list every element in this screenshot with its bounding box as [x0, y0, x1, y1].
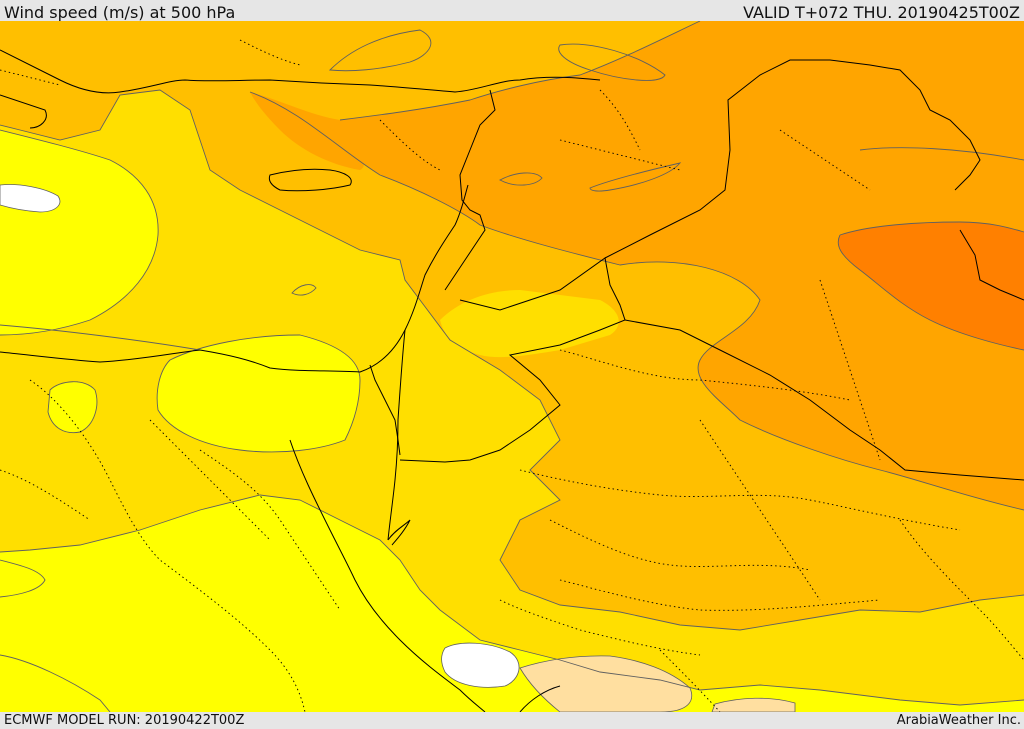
band-fill-4-cyprus [250, 92, 364, 170]
band-fill-1-west [0, 130, 159, 335]
header-bar: Wind speed (m/s) at 500 hPa VALID T+072 … [0, 0, 1024, 22]
national-borders [369, 59, 1024, 481]
footer-bar: ECMWF MODEL RUN: 20190422T00Z ArabiaWeat… [0, 712, 1024, 729]
band-fill-1-egypt [157, 335, 360, 452]
band-fill-peach-1 [519, 655, 693, 712]
coastlines [0, 49, 601, 712]
model-run: ECMWF MODEL RUN: 20190422T00Z [4, 713, 245, 728]
credit-text: ArabiaWeather Inc. [896, 713, 1021, 728]
band-fill-1-lebanon [440, 290, 619, 358]
band-fill-lowest-2 [441, 642, 520, 688]
wind-speed-contours [0, 21, 1024, 712]
band-fill-4 [250, 21, 1024, 510]
map-title: Wind speed (m/s) at 500 hPa [4, 3, 236, 22]
band-fill-5 [838, 222, 1024, 350]
band-fill-lowest-1 [0, 184, 61, 213]
valid-time: VALID T+072 THU. 20190425T00Z [743, 3, 1020, 22]
band-fill-1-small [48, 381, 97, 433]
admin-boundaries [0, 39, 1024, 712]
wind-speed-map[interactable] [0, 21, 1024, 712]
band-fill-peach-2 [711, 697, 796, 712]
